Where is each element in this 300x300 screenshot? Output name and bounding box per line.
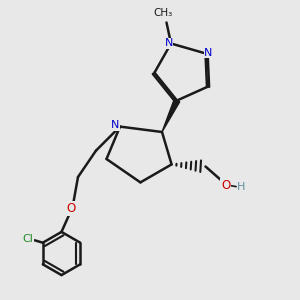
Polygon shape (162, 99, 180, 132)
Text: Cl: Cl (22, 234, 33, 244)
Text: N: N (204, 48, 213, 58)
Text: CH₃: CH₃ (154, 8, 173, 19)
Text: H: H (237, 182, 246, 192)
Text: N: N (111, 120, 120, 130)
Text: O: O (221, 178, 230, 192)
Text: N: N (164, 38, 173, 49)
Text: O: O (67, 202, 76, 215)
